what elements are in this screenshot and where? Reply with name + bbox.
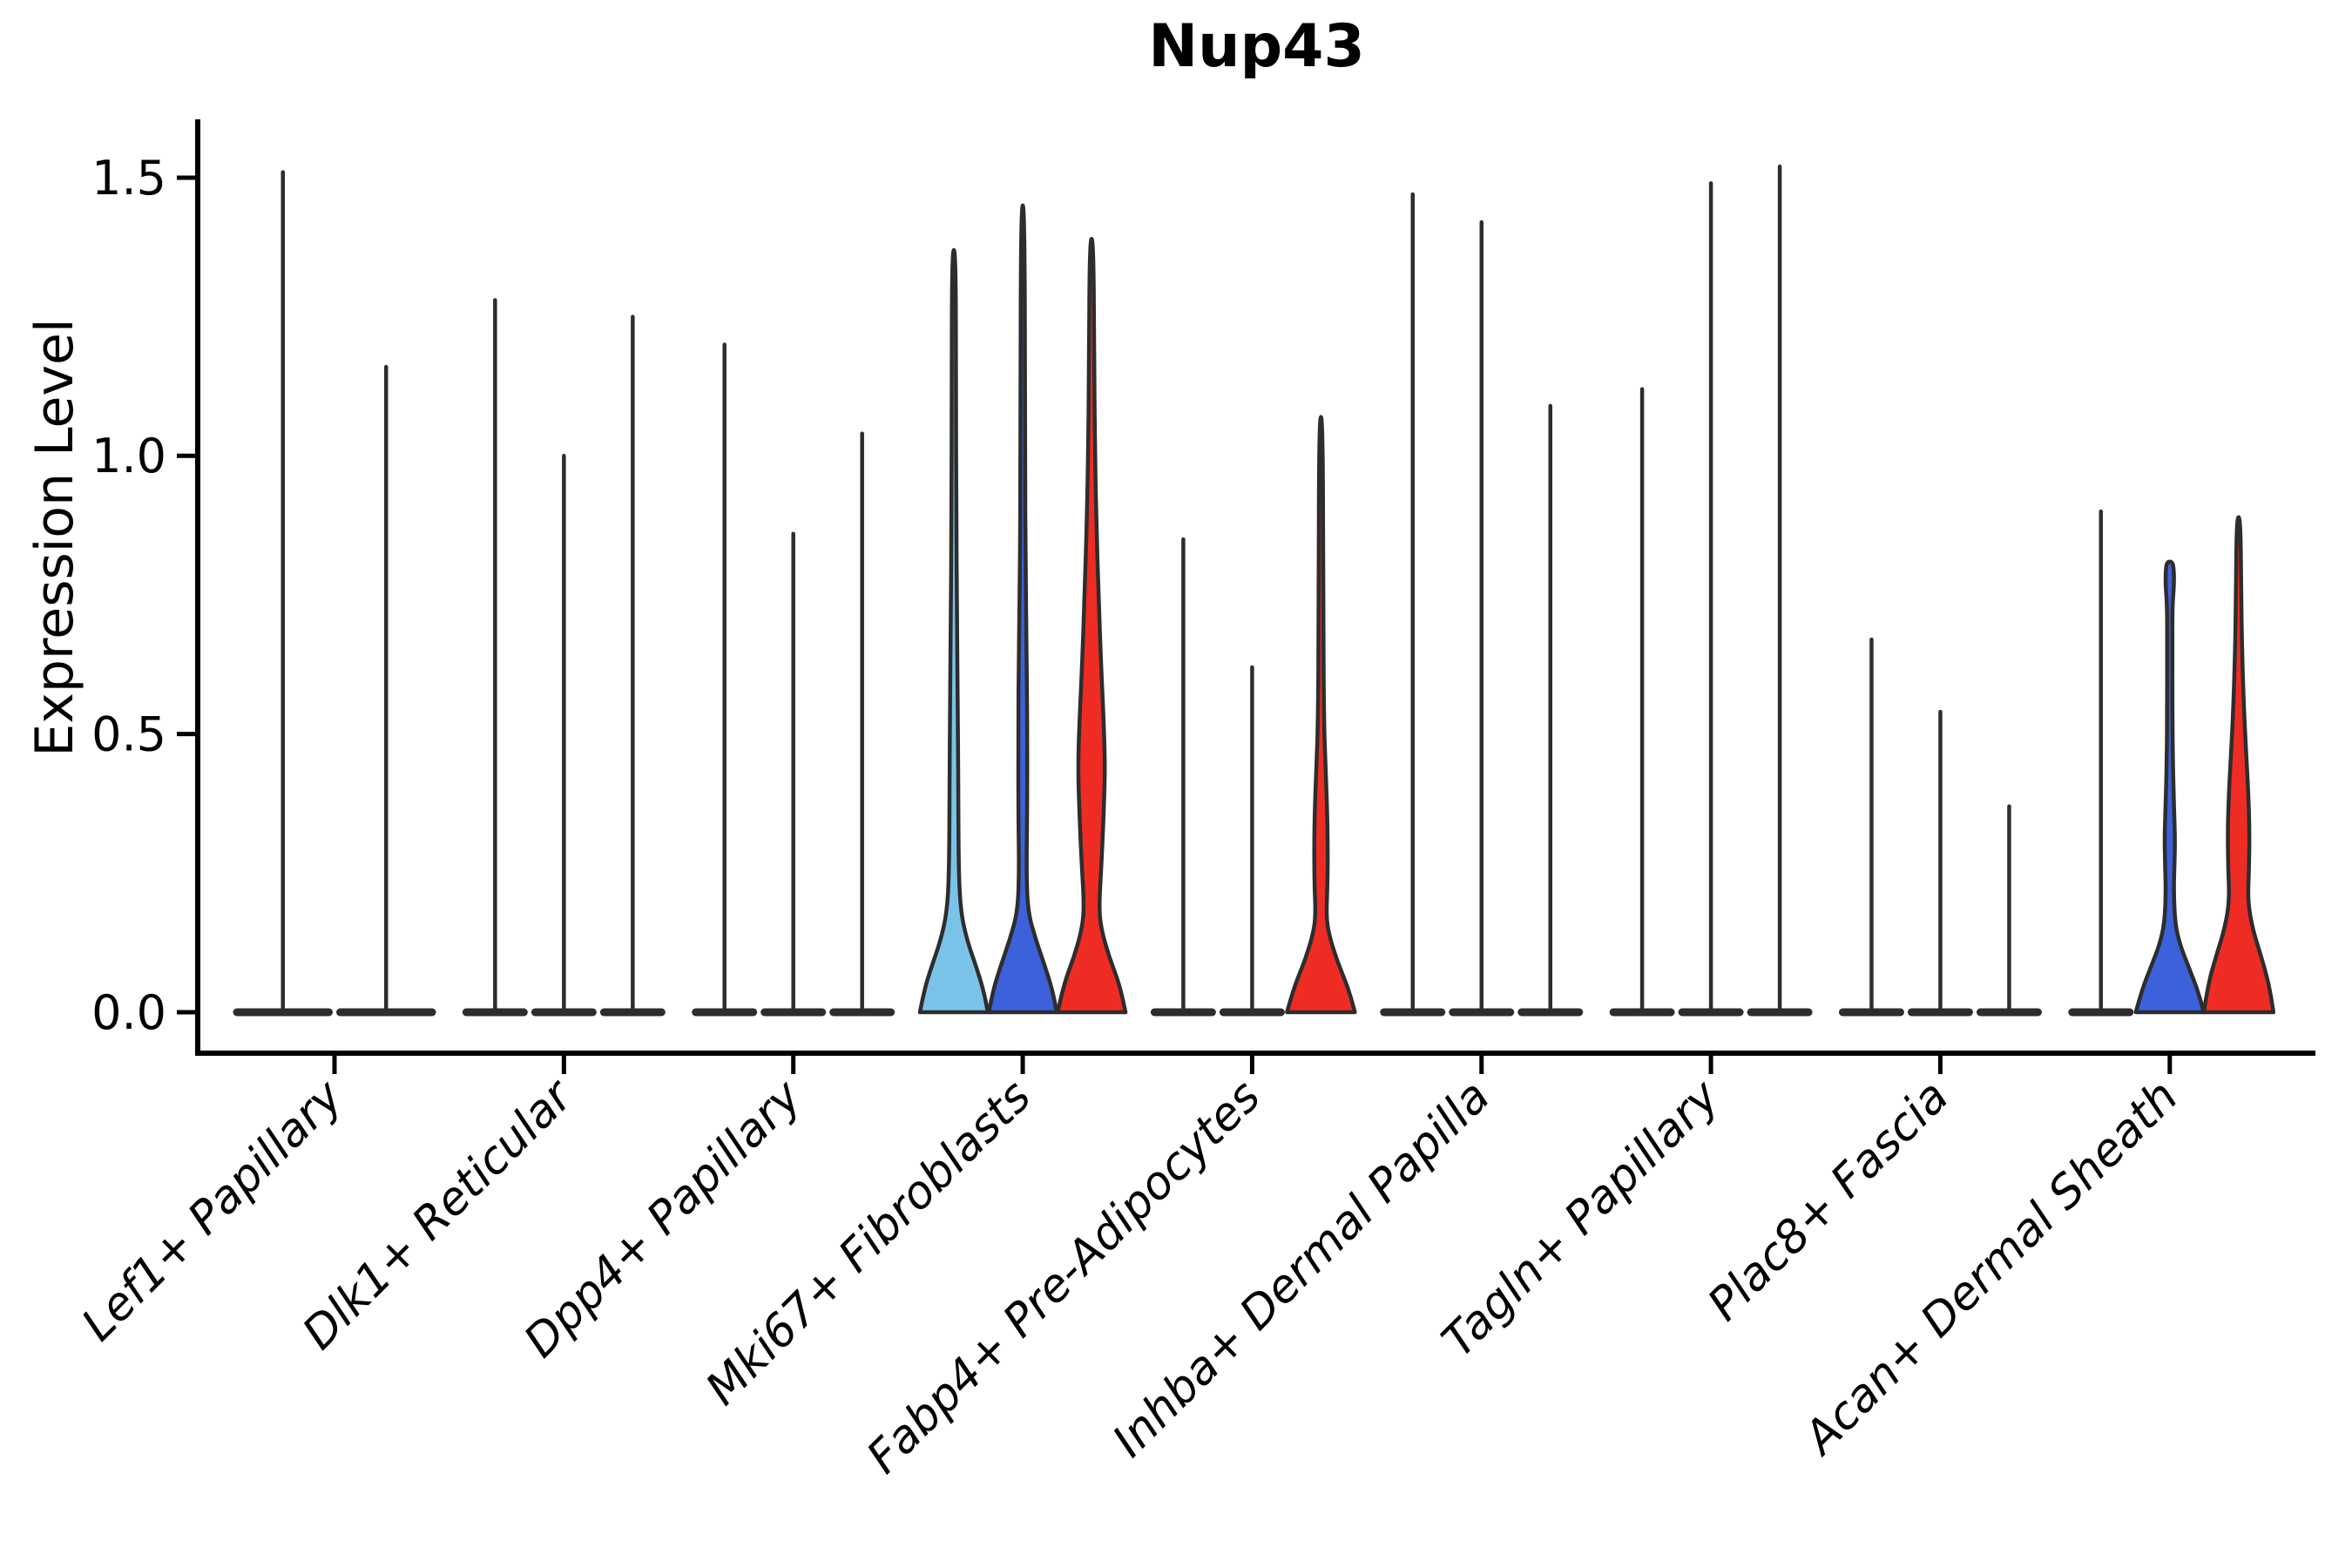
y-tick-label: 1.0 — [91, 429, 166, 483]
violin-9-3 — [2201, 515, 2276, 1015]
violin-4-1 — [917, 247, 990, 1015]
x-tick-label: Acan+ Dermal Sheath — [1793, 1071, 2188, 1466]
y-tick-label: 1.5 — [91, 151, 166, 206]
y-tick-label: 0.0 — [91, 985, 166, 1040]
violin-4-2 — [986, 203, 1059, 1015]
chart-title: Nup43 — [1148, 12, 1365, 81]
y-tick-label: 0.5 — [91, 707, 166, 762]
x-tick-label: Inhba+ Dermal Papilla — [1103, 1071, 1500, 1468]
violin-5-3 — [1285, 415, 1357, 1015]
x-tick-label: Fabp4+ Pre-Adipocytes — [857, 1071, 1271, 1484]
violin-4-3 — [1055, 236, 1128, 1015]
x-tick-label: Plac8+ Fascia — [1698, 1071, 1958, 1331]
violin-9-2 — [2133, 559, 2207, 1015]
